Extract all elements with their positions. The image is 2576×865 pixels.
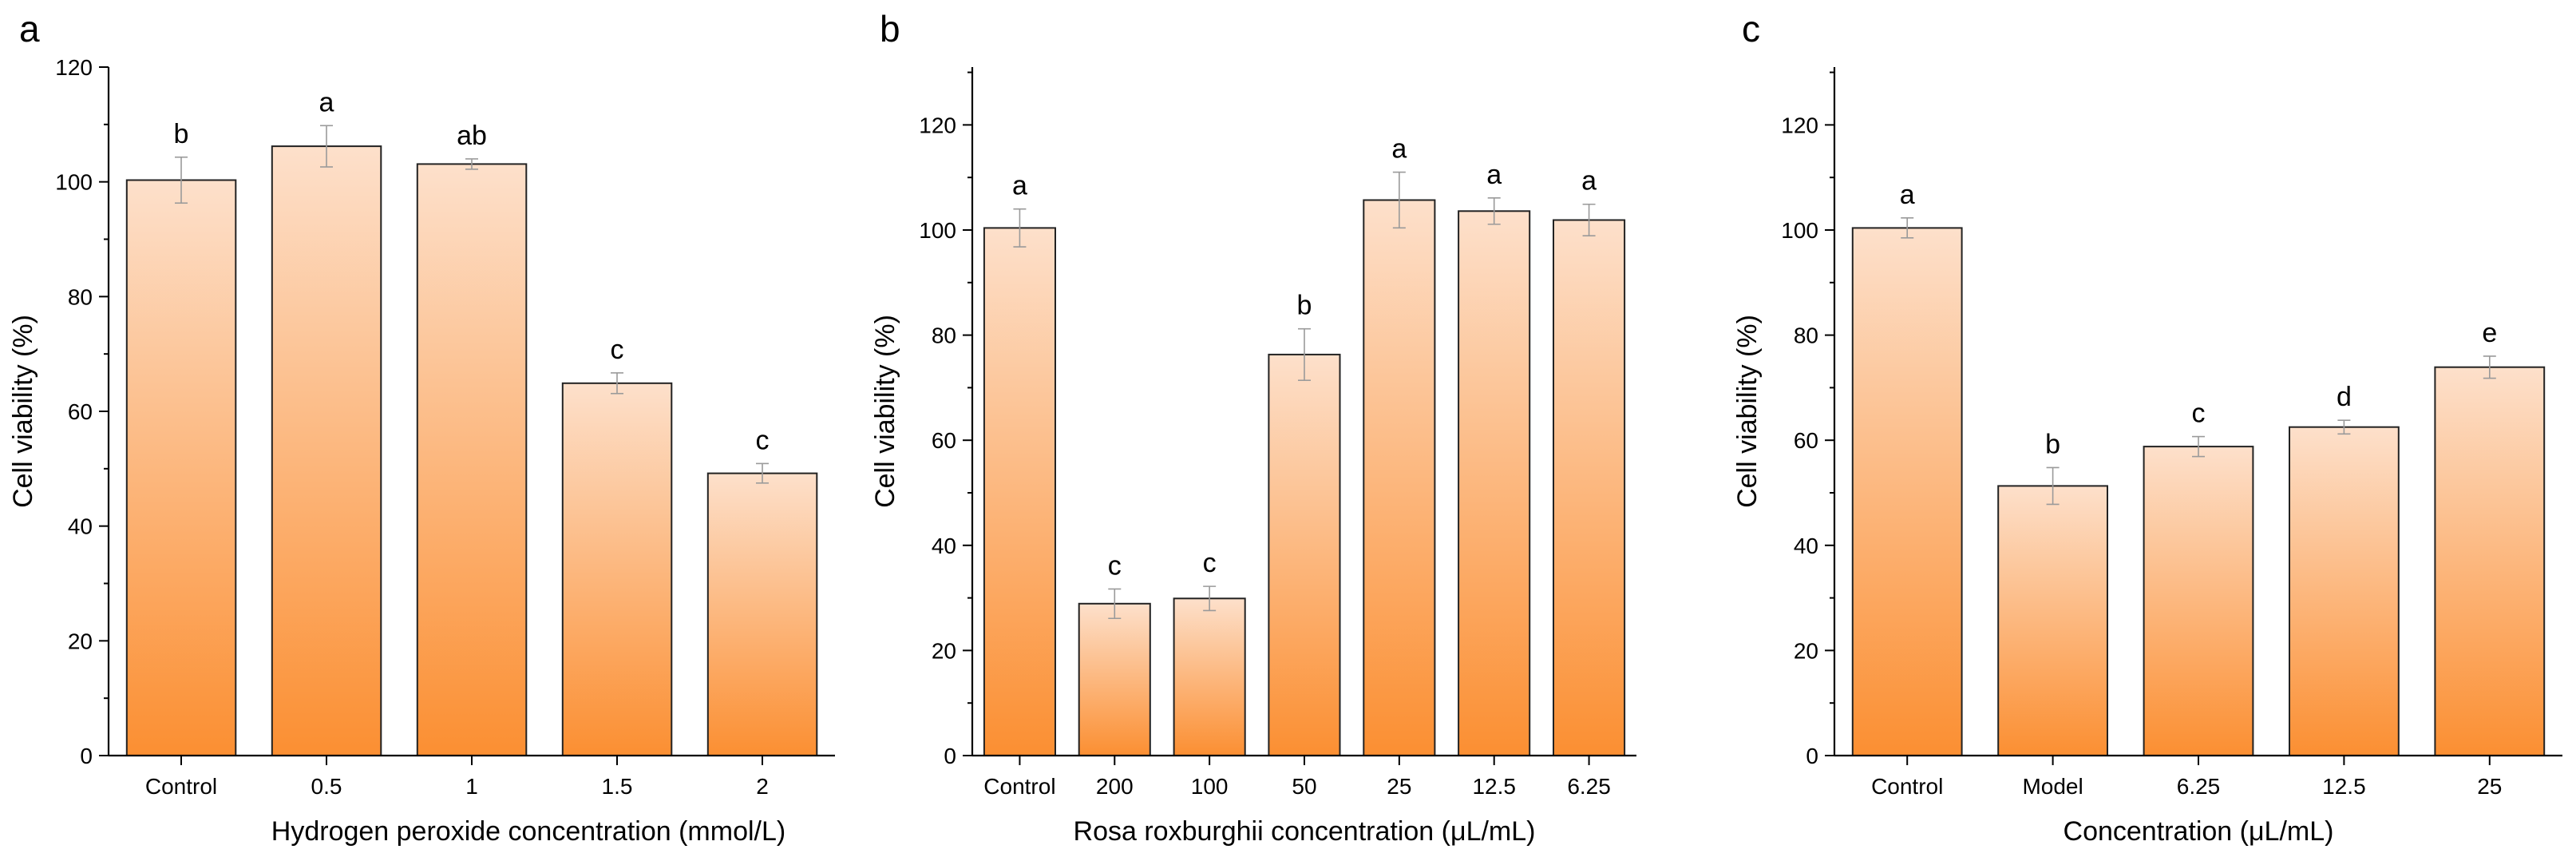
y-tick-label: 60 — [1794, 428, 1818, 453]
x-tick-label: 100 — [1191, 774, 1229, 799]
bar — [1458, 210, 1531, 756]
x-tick-label: 12.5 — [2322, 774, 2366, 799]
y-tick-label: 20 — [932, 638, 956, 663]
significance-letter: c — [1108, 550, 1122, 581]
y-tick-label: 120 — [1781, 113, 1818, 137]
significance-letter: e — [2482, 318, 2497, 348]
significance-letter: b — [174, 119, 189, 149]
y-tick-label: 20 — [1794, 638, 1818, 663]
bar — [2289, 426, 2400, 756]
x-tick-label: Model — [2022, 774, 2083, 799]
y-tick-label: 60 — [932, 428, 956, 453]
y-tick-label: 80 — [1794, 323, 1818, 348]
significance-letter: a — [1391, 134, 1407, 165]
bar — [1363, 199, 1436, 756]
x-tick-label: 0.5 — [311, 774, 342, 799]
y-tick-label: 0 — [80, 744, 93, 768]
bar — [1268, 353, 1341, 756]
panel-a: abControla0.5ab1c1.5c2020406080100120Hyd… — [8, 8, 835, 847]
significance-letter: a — [1486, 160, 1502, 190]
panel-c: c a Control b Model c 6.25 d 12.5 e 25 0 20 40 60 80 100… — [1732, 8, 2562, 847]
x-tick-label: 2 — [756, 774, 769, 799]
panel-letter: b — [880, 8, 900, 50]
x-tick-label: 25 — [1387, 774, 1411, 799]
bar — [1173, 597, 1246, 756]
x-tick-label: 6.25 — [1567, 774, 1611, 799]
x-tick-label: Control — [983, 774, 1055, 799]
significance-letter: c — [756, 425, 770, 455]
y-tick-label: 60 — [68, 399, 93, 424]
y-tick-label: 40 — [1794, 534, 1818, 558]
x-axis-title: Concentration (μL/mL) — [2064, 816, 2334, 847]
significance-letter: a — [319, 87, 334, 117]
significance-letter: a — [1581, 166, 1597, 196]
bar — [1997, 485, 2108, 757]
bar — [416, 163, 528, 756]
y-tick-label: 100 — [919, 218, 956, 243]
significance-letter: a — [1012, 171, 1027, 201]
bar — [1078, 602, 1151, 756]
y-axis-title: Cell viability (%) — [1732, 315, 1763, 508]
y-axis-title: Cell viability (%) — [870, 315, 900, 508]
y-tick-label: 120 — [919, 113, 956, 137]
bar — [271, 145, 382, 757]
y-tick-label: 40 — [68, 514, 93, 539]
significance-letter: ab — [457, 121, 487, 151]
x-axis-title: Hydrogen peroxide concentration (mmol/L) — [271, 816, 785, 847]
significance-letter: d — [2337, 382, 2352, 412]
x-axis-title: Rosa roxburghii concentration (μL/mL) — [1074, 816, 1536, 847]
y-tick-label: 40 — [932, 534, 956, 558]
y-tick-label: 100 — [1781, 218, 1818, 243]
panel-letter: a — [19, 8, 40, 50]
bar — [2434, 366, 2546, 756]
x-tick-label: Control — [1871, 774, 1943, 799]
y-tick-label: 0 — [944, 744, 956, 768]
y-tick-label: 80 — [932, 323, 956, 348]
x-tick-label: 1 — [465, 774, 478, 799]
y-tick-label: 0 — [1806, 744, 1818, 768]
x-tick-label: Control — [145, 774, 217, 799]
x-tick-label: 12.5 — [1472, 774, 1516, 799]
bar — [706, 472, 818, 756]
bar — [1851, 227, 1963, 756]
significance-letter: a — [1900, 180, 1915, 210]
y-axis-title: Cell viability (%) — [8, 315, 38, 508]
y-tick-label: 80 — [68, 284, 93, 309]
x-tick-label: 200 — [1096, 774, 1134, 799]
significance-letter: c — [2192, 399, 2206, 429]
bar — [983, 227, 1057, 756]
bar — [561, 382, 673, 756]
panel-b: b a Control c 200 c 100 b 50 a 25 a 12.5 a 6.25 0 20 40 60… — [870, 8, 1636, 847]
x-tick-label: 25 — [2477, 774, 2502, 799]
significance-letter: b — [2045, 429, 2060, 459]
bar — [2143, 446, 2254, 756]
y-tick-label: 120 — [55, 55, 93, 80]
significance-letter: c — [611, 335, 624, 365]
bar — [125, 179, 237, 756]
panel-letter: c — [1742, 8, 1760, 50]
x-tick-label: 1.5 — [602, 774, 633, 799]
x-tick-label: 50 — [1292, 774, 1316, 799]
y-tick-label: 20 — [68, 629, 93, 653]
significance-letter: c — [1203, 548, 1217, 578]
significance-letter: b — [1297, 291, 1312, 321]
y-tick-label: 100 — [55, 170, 93, 195]
x-tick-label: 6.25 — [2177, 774, 2221, 799]
bar — [1553, 219, 1626, 756]
